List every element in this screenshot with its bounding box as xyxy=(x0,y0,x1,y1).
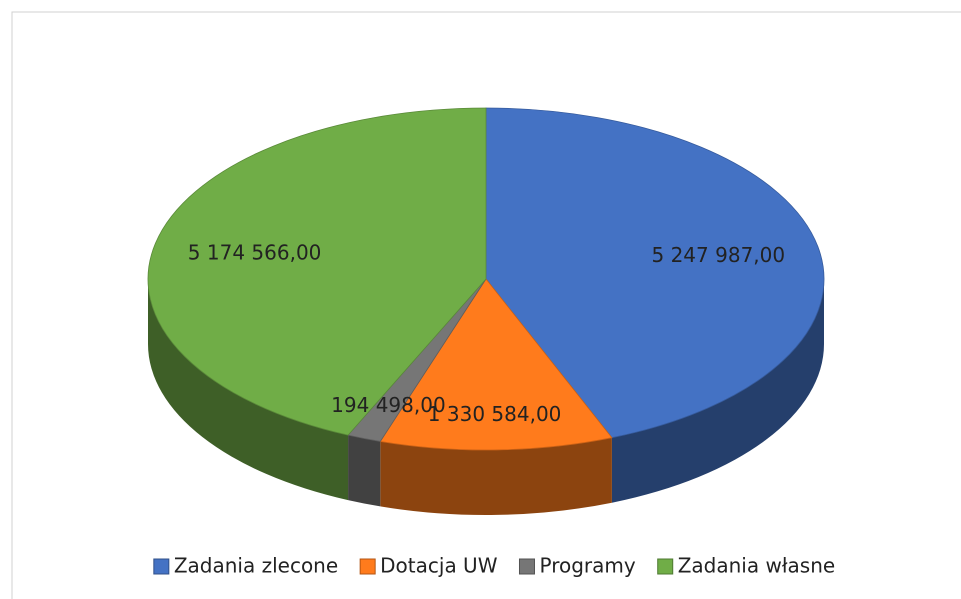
value-label: 1 330 584,00 xyxy=(428,402,562,426)
slice-side xyxy=(611,279,824,503)
value-label: 194 498,00 xyxy=(331,393,446,417)
slice-side xyxy=(380,437,612,516)
legend-label: Zadania zlecone xyxy=(174,554,338,578)
slice-side xyxy=(348,435,381,507)
legend-label: Zadania własne xyxy=(678,554,835,578)
slice xyxy=(485,107,825,439)
legend-label: Dotacja UW xyxy=(380,554,498,578)
value-label: 5 247 987,00 xyxy=(652,243,786,267)
legend-swatch xyxy=(657,558,674,575)
legend-swatch xyxy=(359,558,376,575)
value-label: 5 174 566,00 xyxy=(188,241,322,265)
legend: Zadania zlecone Dotacja UW Programy Zadania… xyxy=(153,554,835,578)
legend-swatch xyxy=(518,558,535,575)
legend-swatch xyxy=(153,558,170,575)
slice xyxy=(379,278,613,451)
slice xyxy=(147,107,487,436)
legend-label: Programy xyxy=(539,554,635,578)
slice-side xyxy=(148,279,349,501)
